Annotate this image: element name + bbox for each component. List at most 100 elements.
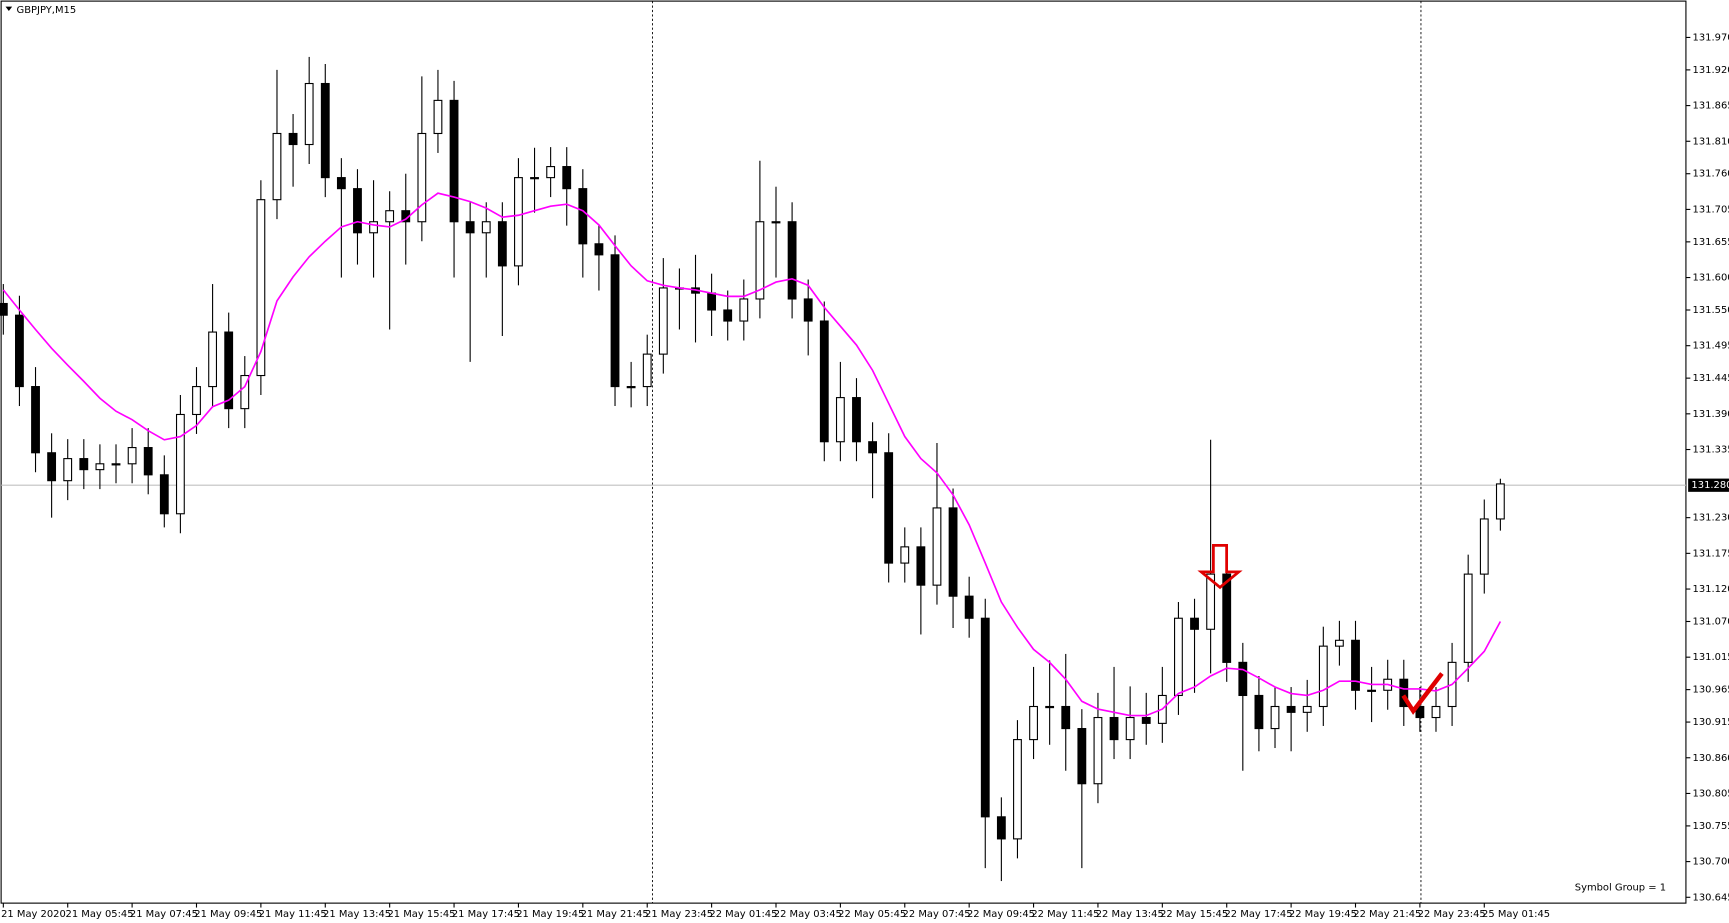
- candle-body: [1351, 639, 1360, 691]
- candle-body: [47, 452, 57, 482]
- x-tick-label: 22 May 21:45: [1353, 909, 1421, 920]
- candle-body: [1190, 617, 1199, 630]
- x-tick-label: 22 May 13:45: [1096, 909, 1164, 920]
- candle-body: [111, 463, 121, 466]
- candle-body: [594, 243, 604, 256]
- bid-label: 131.280: [1691, 480, 1729, 491]
- chart-title: GBPJPY,M15: [17, 5, 77, 16]
- candle-body: [1463, 573, 1473, 663]
- bid-label-bg: [1688, 478, 1729, 492]
- marks: [0, 56, 1686, 882]
- x-tick-label: 22 May 17:45: [1225, 909, 1293, 920]
- x-tick-label: 22 May 07:45: [903, 909, 971, 920]
- sell-arrow: [1197, 544, 1243, 590]
- candle-body: [819, 320, 829, 443]
- y-tick-label: 131.230: [1693, 513, 1729, 524]
- candle-body: [288, 132, 298, 146]
- candle-body: [1222, 573, 1232, 663]
- candle-body: [79, 458, 89, 471]
- candle-body: [723, 309, 733, 322]
- y-tick-label: 131.810: [1693, 136, 1729, 147]
- candle-body: [1238, 661, 1248, 697]
- x-tick-label: 22 May 09:45: [967, 909, 1035, 920]
- candle-body: [1254, 694, 1264, 730]
- candle-body: [385, 210, 395, 223]
- candle-body: [771, 221, 781, 224]
- y-tick-label: 131.600: [1693, 273, 1729, 284]
- y-tick-label: 131.920: [1693, 65, 1729, 76]
- candle-body: [546, 166, 556, 179]
- y-tick-label: 131.335: [1693, 445, 1729, 456]
- candle-body: [320, 82, 330, 179]
- y-tick-label: 131.070: [1693, 616, 1729, 627]
- candle-body: [658, 287, 668, 355]
- x-tick-label: 21 May 11:45: [259, 909, 327, 920]
- candle-body: [1479, 518, 1489, 575]
- candle-body: [497, 221, 507, 267]
- candle-body: [240, 374, 250, 410]
- candle-body: [63, 458, 73, 482]
- candle-body: [1045, 705, 1055, 709]
- candle-body: [562, 166, 572, 190]
- x-tick-label: 25 May 01:45: [1482, 909, 1550, 920]
- candle-body: [159, 474, 169, 515]
- candle-body: [433, 99, 443, 135]
- candle-body: [707, 292, 717, 311]
- candle-body: [353, 188, 362, 234]
- candle-body: [980, 617, 990, 818]
- candle-body: [932, 507, 942, 586]
- candle-body: [336, 177, 346, 190]
- y-tick-label: 130.915: [1693, 717, 1729, 728]
- y-tick-label: 131.970: [1693, 32, 1729, 43]
- candle-body: [787, 221, 797, 300]
- candle-body: [835, 397, 845, 443]
- candle-body: [1399, 678, 1409, 708]
- candle-body: [739, 298, 749, 322]
- candle-body: [127, 447, 137, 465]
- y-tick-label: 131.655: [1693, 237, 1729, 248]
- candle-body: [868, 441, 877, 454]
- y-tick-label: 131.120: [1693, 584, 1729, 595]
- y-tick-label: 131.390: [1693, 409, 1729, 420]
- y-tick-label: 131.705: [1693, 204, 1729, 215]
- candle-body: [15, 314, 24, 388]
- candle-body: [1318, 645, 1328, 708]
- x-tick-label: 22 May 03:45: [774, 909, 842, 920]
- candle-body: [449, 99, 459, 223]
- candle-body: [996, 816, 1006, 840]
- candle-body: [1270, 705, 1280, 730]
- candle-body: [481, 221, 491, 234]
- candle-body: [224, 331, 234, 410]
- candle-body: [900, 546, 910, 564]
- candle-body: [578, 188, 588, 245]
- x-tick-label: 21 May 21:45: [581, 909, 649, 920]
- menu-arrow[interactable]: [5, 6, 13, 12]
- x-tick-label: 21 May 09:45: [194, 909, 262, 920]
- candle-body: [1302, 705, 1312, 713]
- y-tick-label: 130.755: [1693, 821, 1729, 832]
- candle-body: [1077, 728, 1087, 785]
- candle-body: [1495, 483, 1505, 520]
- candle-body: [884, 452, 894, 564]
- candle-body: [1141, 716, 1151, 724]
- y-tick-label: 130.645: [1693, 892, 1729, 903]
- x-tick-label: 21 May 2020: [1, 909, 66, 920]
- candle-body: [852, 397, 861, 443]
- candle-body: [626, 386, 636, 389]
- y-tick-label: 131.550: [1693, 305, 1729, 316]
- candle-body: [192, 386, 201, 416]
- candle-body: [369, 221, 378, 234]
- x-tick-label: 22 May 15:45: [1160, 909, 1228, 920]
- x-tick-label: 21 May 23:45: [645, 909, 713, 920]
- candle-body: [208, 331, 218, 388]
- candle-body: [1013, 739, 1022, 840]
- candle-body: [272, 132, 282, 201]
- candle-body: [256, 199, 266, 377]
- candle-body: [31, 386, 40, 454]
- y-tick-label: 130.860: [1693, 753, 1729, 764]
- y-tick-label: 131.865: [1693, 101, 1729, 112]
- check-mark: [1401, 672, 1444, 715]
- candle-body: [95, 463, 105, 471]
- candle-body: [964, 595, 974, 619]
